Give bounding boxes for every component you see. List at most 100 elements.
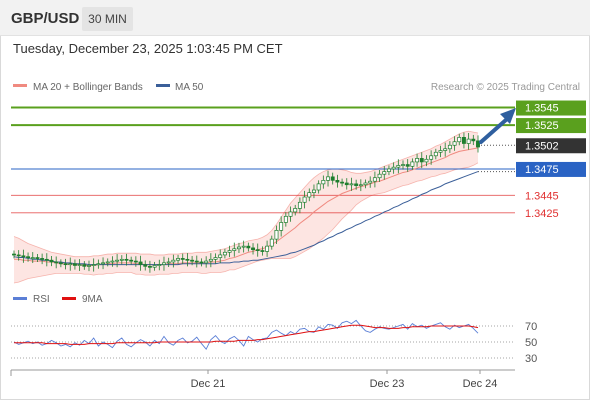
candle-body <box>199 261 204 264</box>
candle-body <box>326 176 330 181</box>
rsi-ma-line <box>14 324 479 345</box>
candle-body <box>330 176 335 181</box>
candle-body <box>124 258 129 261</box>
level-tag-1.3525 <box>516 118 586 134</box>
candle-body <box>58 262 63 265</box>
candle-body <box>44 258 49 261</box>
rsi-panel: 70 50 30 <box>11 319 537 365</box>
price-levels <box>11 106 515 214</box>
candle-body <box>405 164 410 167</box>
candle-body <box>363 182 368 186</box>
candle-body <box>457 137 462 143</box>
candle-body <box>410 161 415 167</box>
level-label-1.3475: 1.3475 <box>525 164 559 176</box>
candle-body <box>297 201 302 209</box>
candle-body <box>54 261 59 264</box>
candle-body <box>119 258 124 261</box>
candle-body <box>335 179 340 183</box>
ma20-line <box>14 147 479 266</box>
candle-body <box>471 138 476 142</box>
candle-body <box>35 257 40 259</box>
candle-body <box>279 222 284 231</box>
header-bar: GBP/USD 30 MIN <box>0 0 590 36</box>
candle-body <box>21 255 26 258</box>
candle-body <box>237 246 241 250</box>
ma50-legend-label: MA 50 <box>175 82 204 93</box>
candle-body <box>96 263 101 266</box>
candle-body <box>218 254 223 258</box>
candle-body <box>246 245 251 249</box>
level-tag-1.3475 <box>516 161 586 177</box>
candle-body <box>283 215 288 223</box>
x-axis-ticks: Dec 21 Dec 23 Dec 24 <box>10 370 498 390</box>
candle-body <box>429 155 434 160</box>
rsi-ma-legend-label: 9MA <box>82 294 103 305</box>
candle-body <box>293 208 298 213</box>
candle-body <box>354 183 359 186</box>
ma50-line <box>13 171 479 266</box>
level-label-1.3445: 1.3445 <box>525 190 559 202</box>
candle-body <box>49 259 54 263</box>
x-tick-label: Dec 23 <box>370 378 405 390</box>
candle-body <box>101 262 106 265</box>
candle-body <box>241 245 246 248</box>
moving-averages <box>13 147 479 266</box>
level-labels: 1.3545 1.3525 1.3475 1.3445 1.3425 1.3502 <box>516 100 586 220</box>
trend-arrow-icon <box>479 108 516 144</box>
candle-body <box>157 264 162 266</box>
candle-body <box>424 158 429 163</box>
candle-body <box>147 265 152 268</box>
candle-body <box>255 249 260 252</box>
candle-body <box>401 164 405 166</box>
rsi-tick-50: 50 <box>525 337 537 349</box>
candle-body <box>171 259 176 263</box>
candle-body <box>274 230 279 240</box>
report-datetime: Tuesday, December 23, 2025 1:03:45 PM CE… <box>13 41 283 56</box>
main-legend: MA 20 + Bollinger Bands MA 50 <box>13 82 204 93</box>
candle-body <box>396 165 401 168</box>
candle-body <box>344 182 349 186</box>
candle-body <box>260 250 265 252</box>
candle-body <box>208 258 213 262</box>
candle-body <box>438 150 443 153</box>
candle-body <box>307 192 312 198</box>
instrument-title: GBP/USD <box>11 10 80 27</box>
candle-body <box>77 264 82 266</box>
candle-body <box>176 258 180 261</box>
candle-body <box>180 258 185 260</box>
candle-body <box>433 151 438 157</box>
level-label-1.3545: 1.3545 <box>525 103 559 115</box>
rsi-tick-70: 70 <box>525 321 537 333</box>
candle-body <box>190 259 195 262</box>
candle-body <box>105 261 110 264</box>
timeframe-badge[interactable]: 30 MIN <box>82 7 133 31</box>
candle-body <box>129 259 134 262</box>
x-tick-label: Dec 24 <box>463 378 498 390</box>
candle-body <box>133 260 138 263</box>
candle-body <box>251 247 255 251</box>
candle-body <box>213 257 218 260</box>
candle-body <box>91 264 96 266</box>
candle-body <box>288 211 293 217</box>
candle-body <box>466 138 471 144</box>
candle-body <box>143 264 148 267</box>
candle-body <box>476 140 480 148</box>
candle-body <box>377 173 382 179</box>
bb-legend-label: MA 20 + Bollinger Bands <box>33 82 143 93</box>
bollinger-band-fill <box>14 131 478 283</box>
ma50-legend-swatch <box>156 84 170 87</box>
candle-body <box>340 181 345 184</box>
candle-body <box>222 251 227 256</box>
candle-body <box>312 189 316 193</box>
rsi-ma-legend-swatch <box>62 297 76 300</box>
candle-body <box>265 245 270 252</box>
candle-body <box>372 177 377 182</box>
candle-body <box>30 257 35 259</box>
candle-body <box>12 253 16 256</box>
rsi-line <box>13 319 479 351</box>
candle-body <box>382 171 387 175</box>
candle-body <box>138 261 143 265</box>
level-label-1.3525: 1.3525 <box>525 120 559 132</box>
candle-body <box>386 168 391 172</box>
